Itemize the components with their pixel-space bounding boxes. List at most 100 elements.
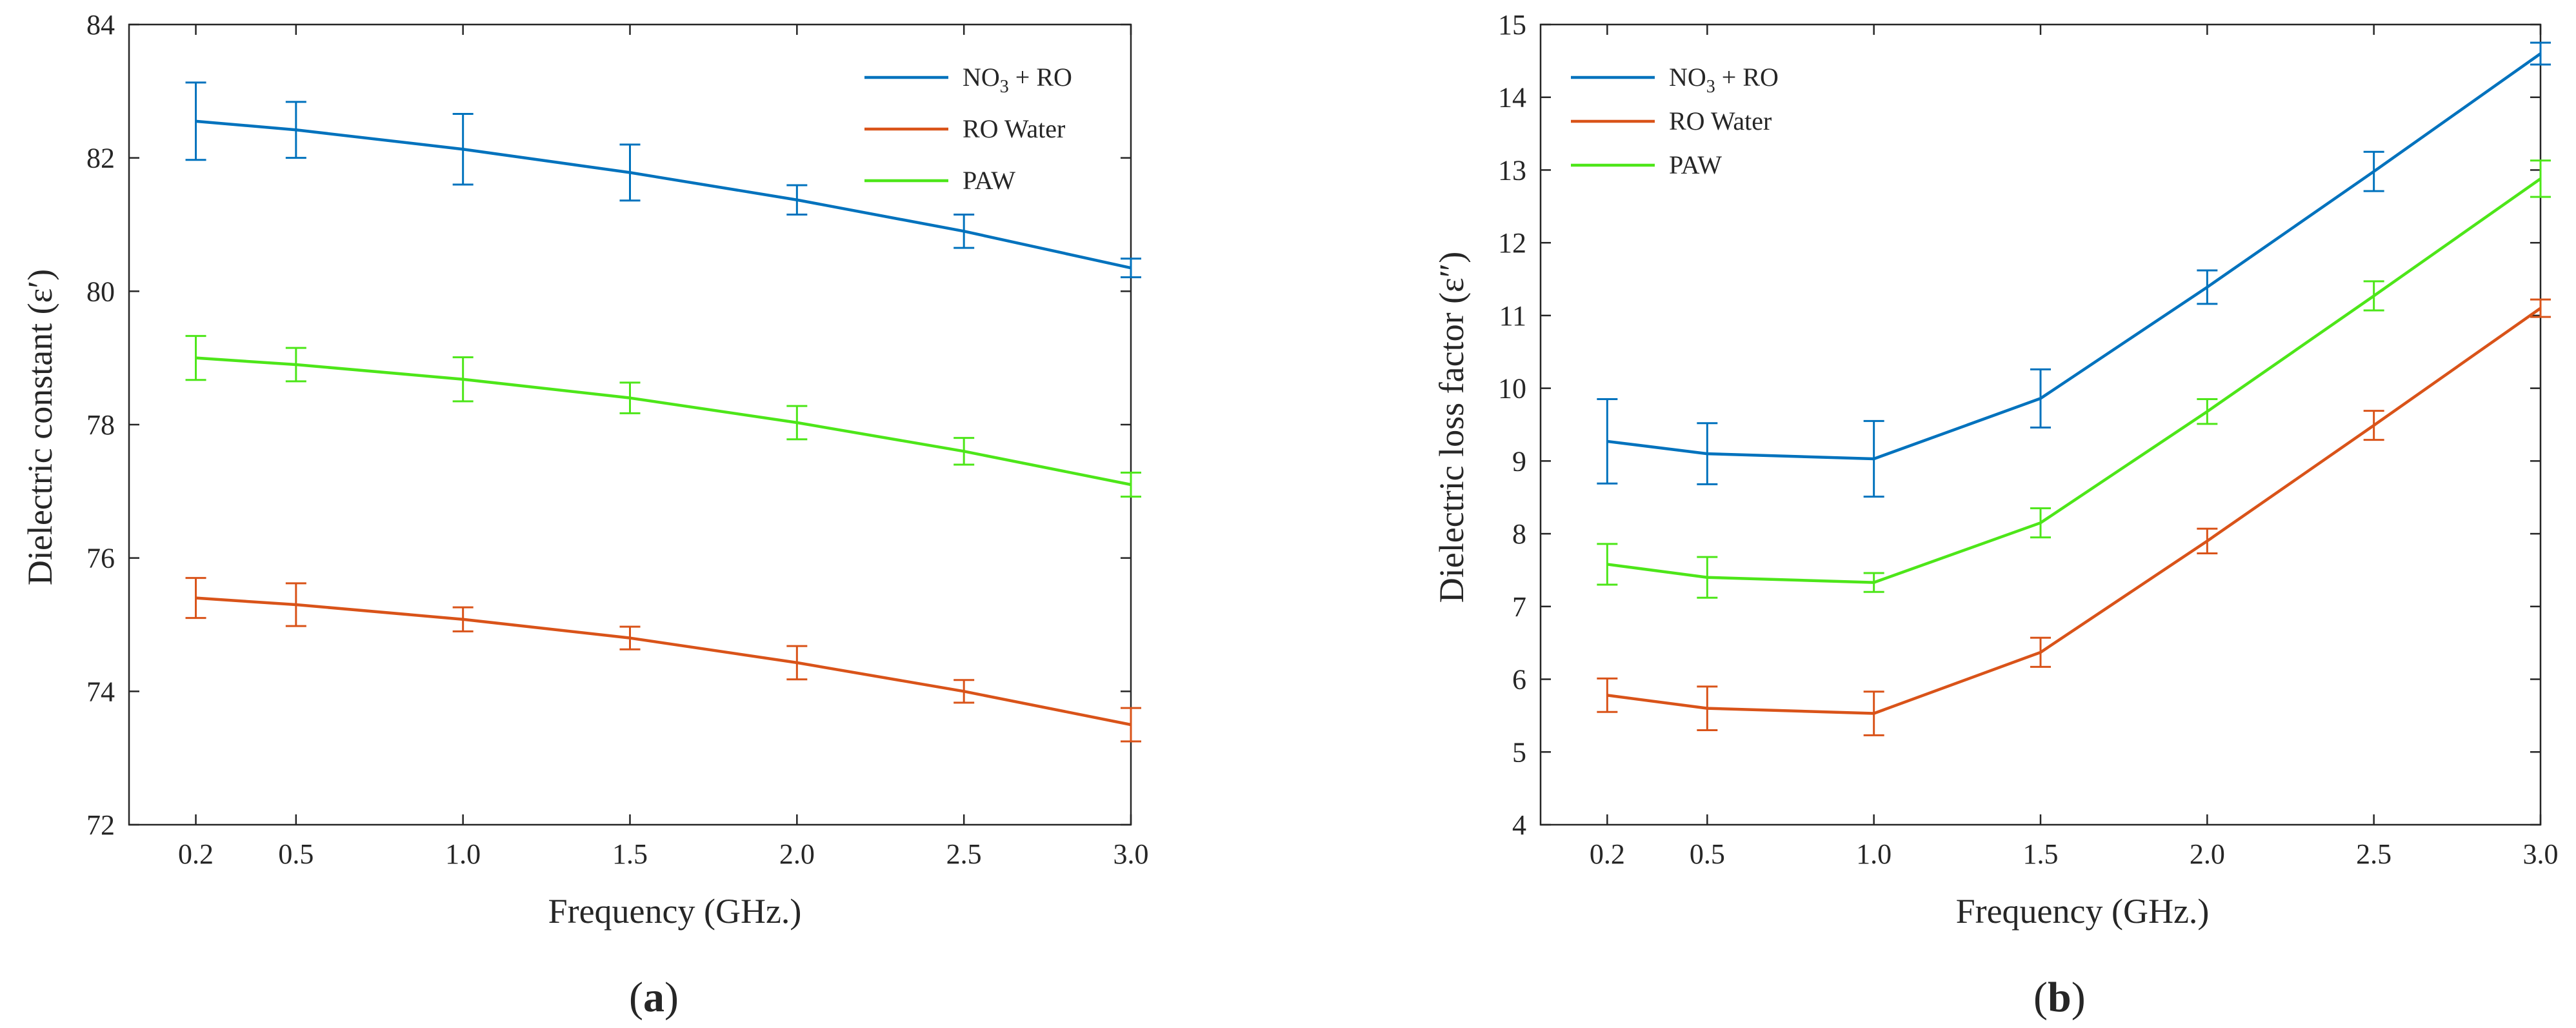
panel-label-b: (b): [2033, 974, 2086, 1021]
error-bar: [2530, 159, 2551, 198]
error-bar: [1697, 422, 1718, 485]
error-bar: [1597, 398, 1618, 485]
y-tick-label: 5: [1512, 736, 1526, 768]
x-tick-label: 1.5: [612, 838, 648, 870]
x-tick-label: 3.0: [1113, 838, 1149, 870]
error-bar: [285, 582, 306, 627]
plot-area-a: 72 74 76 78 80 82 84 0.2 0.5 1.0 1.5 2.0 2.5 3.0 NO3 +…: [86, 9, 1149, 870]
error-bar: [1863, 690, 1884, 736]
error-bar: [2363, 410, 2384, 441]
error-bar: [2030, 368, 2051, 429]
legend-label: NO3 + RO: [963, 63, 1072, 97]
error-bar: [452, 356, 474, 403]
series-2: [1597, 159, 2551, 599]
y-tick-label: 15: [1498, 9, 1526, 41]
x-tick-label: 1.0: [1856, 838, 1892, 870]
error-bar: [2197, 398, 2218, 425]
error-bar: [786, 184, 808, 216]
legend-label: NO3 + RO: [1669, 63, 1779, 97]
error-bar: [1863, 419, 1884, 498]
legend-label: RO Water: [963, 114, 1065, 143]
y-tick-label: 9: [1512, 445, 1526, 477]
y-tick-label: 14: [1498, 82, 1526, 114]
chart-panel-b: 4 5 6 7 8 9 10 11 12 13 14 15 0.2 0.5 1.0 1.5 2.0 2.5 3.0 N…: [1432, 9, 2559, 1021]
error-bar: [1697, 685, 1718, 731]
panel-label-a-close: ): [664, 974, 679, 1021]
series-line: [1607, 307, 2542, 715]
y-tick-label: 13: [1498, 154, 1526, 186]
y-axis-label-a: Dielectric constant (ε′): [21, 269, 59, 585]
panel-label-a: (a): [629, 974, 679, 1021]
panel-label-b-open: (: [2033, 974, 2048, 1021]
error-bar: [185, 335, 206, 381]
error-bar: [185, 81, 206, 161]
y-tick-label: 72: [86, 809, 115, 841]
x-tick-label: 0.2: [178, 838, 214, 870]
error-bar: [1597, 543, 1618, 586]
legend: NO3 + RO RO Water PAW: [864, 63, 1072, 195]
x-tick-label: 2.5: [946, 838, 982, 870]
x-tick-label: 1.0: [445, 838, 481, 870]
panel-label-b-close: ): [2072, 974, 2086, 1021]
error-bar: [954, 679, 975, 704]
x-tick-label: 1.5: [2023, 838, 2059, 870]
x-tick-label: 0.5: [1690, 838, 1725, 870]
error-bar: [2197, 527, 2218, 555]
error-bar: [2363, 150, 2384, 192]
legend-label: PAW: [1669, 150, 1722, 179]
y-tick-label: 80: [86, 276, 115, 307]
series-0: [185, 81, 1141, 279]
plot-area-b: 4 5 6 7 8 9 10 11 12 13 14 15 0.2 0.5 1.0 1.5 2.0 2.5 3.0 N…: [1498, 9, 2559, 870]
y-tick-label: 11: [1499, 300, 1526, 332]
error-bar: [285, 101, 306, 159]
error-bar: [2530, 298, 2551, 318]
panel-label-a-letter: a: [643, 974, 664, 1021]
series-1: [185, 577, 1141, 743]
x-tick-label: 0.2: [1590, 838, 1625, 870]
series-line: [1607, 177, 2542, 584]
error-bar: [2197, 269, 2218, 305]
error-bar: [1121, 707, 1141, 743]
y-tick-label: 10: [1498, 373, 1526, 405]
x-tick-label: 0.5: [278, 838, 314, 870]
y-axis-label-a-text: Dielectric constant (ε′): [21, 269, 59, 585]
y-tick-label: 4: [1512, 809, 1526, 841]
error-bar: [2030, 636, 2051, 668]
x-tick-label: 2.0: [779, 838, 815, 870]
y-axis-label-b-text: Dielectric loss factor (ε″): [1432, 252, 1471, 603]
y-tick-label: 78: [86, 409, 115, 441]
error-bar: [619, 381, 641, 414]
error-bar: [1121, 257, 1141, 279]
error-bar: [1121, 471, 1141, 498]
error-bar: [2030, 507, 2051, 539]
panel-label-a-open: (: [629, 974, 643, 1021]
chart-panel-a: 72 74 76 78 80 82 84 0.2 0.5 1.0 1.5 2.0 2.5 3.0 NO3 +…: [21, 9, 1149, 1021]
error-bar: [452, 112, 474, 186]
legend-label: RO Water: [1669, 106, 1772, 136]
y-axis-label-b: Dielectric loss factor (ε″): [1432, 252, 1471, 603]
legend: NO3 + RO RO Water PAW: [1571, 63, 1779, 179]
error-bar: [954, 437, 975, 466]
error-bar: [2530, 41, 2551, 66]
error-bar: [619, 625, 641, 650]
series-2: [185, 335, 1141, 498]
y-tick-label: 8: [1512, 518, 1526, 550]
error-bar: [2363, 280, 2384, 312]
series-1: [1597, 298, 2551, 736]
y-tick-label: 82: [86, 143, 115, 174]
error-bar: [1597, 677, 1618, 713]
error-bar: [285, 347, 306, 383]
y-tick-label: 74: [86, 676, 115, 707]
error-bar: [954, 214, 975, 249]
error-bar: [619, 143, 641, 202]
y-tick-label: 84: [86, 9, 115, 41]
x-tick-label: 2.5: [2356, 838, 2391, 870]
error-bar: [185, 577, 206, 620]
error-bar: [786, 645, 808, 681]
panel-label-b-letter: b: [2048, 974, 2072, 1021]
error-bar: [1863, 572, 1884, 593]
y-tick-label: 7: [1512, 591, 1526, 623]
x-tick-label: 3.0: [2523, 838, 2559, 870]
series-0: [1597, 41, 2551, 498]
